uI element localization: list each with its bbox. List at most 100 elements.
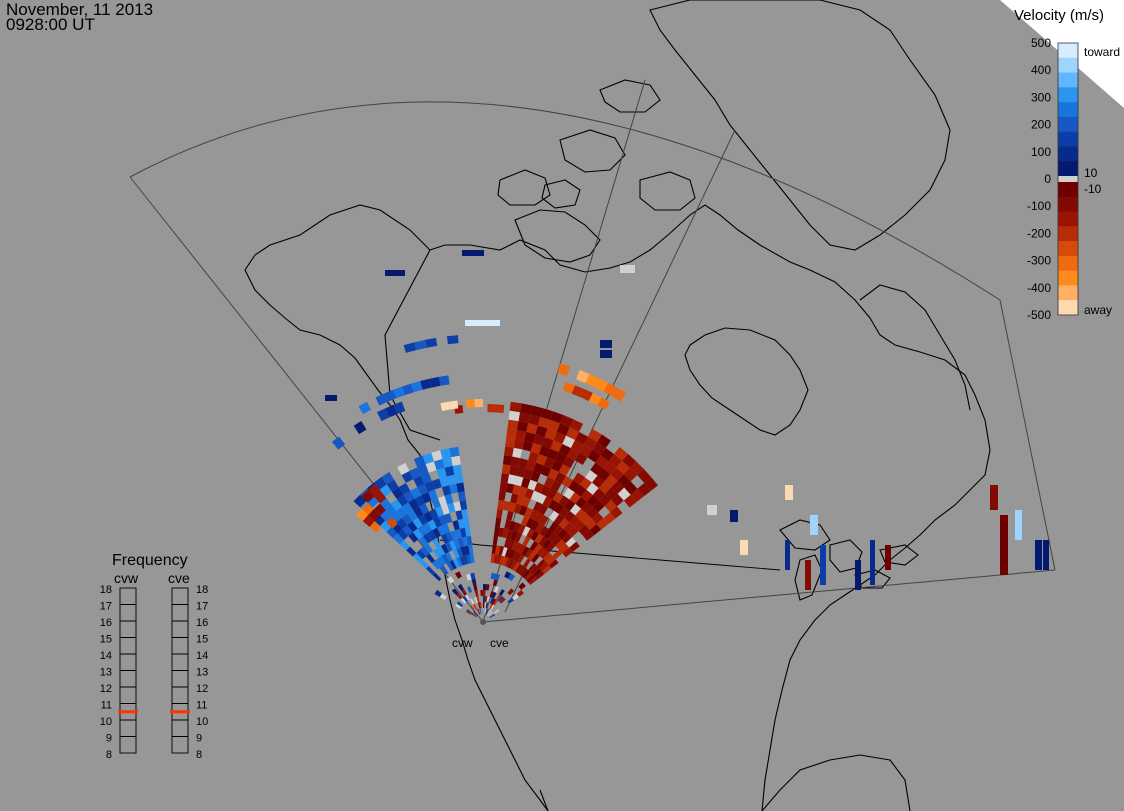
velocity-cell	[470, 572, 476, 580]
velocity-cell	[512, 593, 520, 601]
velocity-cell	[500, 473, 510, 484]
velocity-cell	[427, 489, 438, 501]
velocity-cell	[493, 526, 500, 537]
frequency-level-label: 9	[196, 733, 202, 745]
velocity-cell	[564, 499, 576, 511]
colorbar-swatch	[1058, 285, 1078, 301]
velocity-cell	[594, 378, 609, 392]
velocity-cell	[484, 596, 488, 603]
frequency-level-label: 11	[196, 700, 207, 712]
velocity-cell	[526, 528, 535, 539]
velocity-cell	[490, 604, 495, 611]
velocity-cell	[542, 539, 552, 550]
velocity-cell	[608, 454, 623, 468]
velocity-cell	[447, 576, 455, 584]
velocity-cell	[499, 589, 505, 596]
velocity-cell	[402, 525, 413, 536]
velocity-cell	[785, 485, 793, 500]
velocity-cell	[588, 392, 602, 406]
velocity-cell	[524, 431, 536, 443]
velocity-cell	[529, 540, 539, 551]
velocity-cell	[420, 546, 430, 557]
velocity-cell	[521, 546, 530, 557]
frequency-level-label: 17	[196, 601, 208, 613]
velocity-cell	[413, 506, 424, 518]
velocity-cell	[516, 589, 524, 597]
frequency-cell	[119, 620, 137, 638]
velocity-cell	[440, 504, 450, 515]
velocity-cell	[452, 558, 460, 569]
colorbar-tick-label: 100	[1031, 145, 1051, 159]
velocity-cell	[532, 568, 543, 577]
velocity-cell	[506, 428, 517, 439]
frequency-cell	[171, 587, 189, 605]
velocity-cell	[390, 510, 402, 523]
velocity-cell	[411, 381, 423, 393]
velocity-cell	[567, 526, 579, 538]
velocity-cell	[578, 524, 590, 536]
velocity-cell	[483, 584, 487, 591]
velocity-cell	[456, 601, 464, 608]
velocity-cell	[507, 549, 515, 559]
velocity-cell	[427, 530, 437, 541]
velocity-cell	[526, 574, 536, 583]
frequency-cell	[119, 604, 137, 622]
velocity-cell	[513, 503, 522, 514]
velocity-cell	[587, 449, 601, 463]
velocity-cell	[580, 388, 593, 402]
velocity-cell	[331, 436, 346, 450]
velocity-cell	[508, 410, 520, 422]
colorbar-swatches	[1058, 43, 1078, 316]
frequency-level-label: 16	[100, 617, 112, 629]
velocity-cell	[530, 565, 540, 575]
velocity-cell	[570, 439, 584, 453]
velocity-cell	[590, 462, 604, 476]
colorbar-tick-label: 200	[1031, 118, 1051, 132]
velocity-cell	[530, 471, 541, 483]
colorbar-swatch	[1058, 116, 1078, 132]
velocity-cell	[524, 488, 534, 499]
velocity-cell	[497, 595, 504, 603]
velocity-cell	[429, 376, 441, 388]
velocity-cell	[592, 442, 606, 456]
frequency-ladders: 18 17 16 15 14 13 12 11 10 9 8 18 17 16 15 14 13 12 11 10 9 8	[100, 584, 209, 761]
velocity-cell	[556, 423, 570, 436]
colorbar-away-label: away	[1084, 303, 1112, 317]
velocity-cell	[562, 381, 575, 394]
frequency-radar-label-cve: cve	[168, 570, 190, 586]
colorbar-swatch	[1058, 226, 1078, 242]
velocity-cell	[446, 561, 454, 572]
frequency-cell	[171, 736, 189, 754]
velocity-cell	[630, 488, 644, 502]
velocity-cell	[557, 528, 568, 540]
velocity-cell	[533, 434, 545, 446]
velocity-cell	[476, 596, 480, 603]
velocity-cell	[432, 538, 441, 549]
velocity-cell	[361, 502, 374, 515]
velocity-cell	[600, 350, 612, 358]
velocity-cell	[529, 509, 539, 521]
velocity-cell	[507, 539, 515, 550]
frequency-radar-label-cvw: cvw	[114, 570, 139, 586]
velocity-cell	[585, 518, 597, 530]
velocity-cell	[530, 405, 543, 417]
velocity-cell	[455, 603, 462, 609]
velocity-cell	[496, 508, 503, 519]
velocity-cell	[494, 545, 501, 555]
velocity-cell	[536, 493, 547, 505]
colorbar-swatch	[1058, 182, 1078, 198]
velocity-cell	[597, 468, 611, 482]
velocity-cell	[386, 527, 398, 539]
velocity-cell	[444, 512, 453, 524]
date-label: November, 11 2013	[6, 0, 154, 19]
velocity-cell	[492, 535, 499, 546]
velocity-cell	[459, 500, 468, 511]
velocity-cell	[506, 510, 514, 521]
colorbar-swatch	[1058, 43, 1078, 59]
velocity-cell	[579, 477, 592, 490]
frequency-level-label: 18	[100, 584, 112, 596]
velocity-cell	[508, 573, 516, 582]
velocity-cell	[438, 375, 450, 386]
velocity-cell	[468, 544, 474, 555]
velocity-cell	[379, 520, 392, 532]
